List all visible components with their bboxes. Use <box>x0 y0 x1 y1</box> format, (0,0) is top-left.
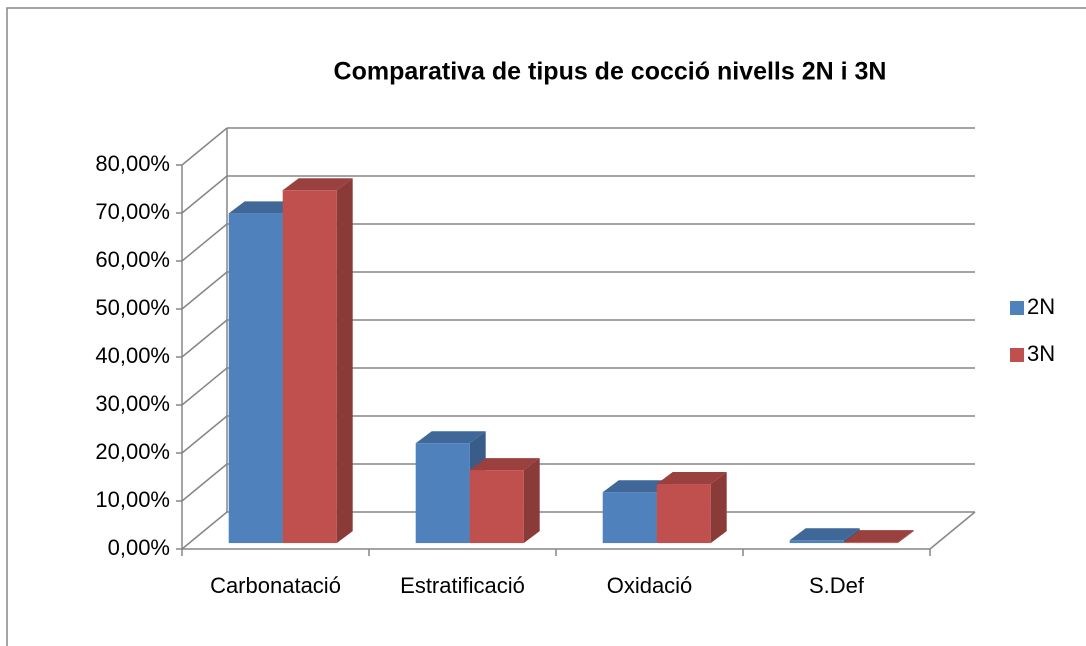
grid-line-side <box>181 271 228 310</box>
bar <box>228 213 283 544</box>
x-tick-label: Oxidació <box>607 573 693 598</box>
y-tick-label: 80,00% <box>95 151 170 176</box>
grid-line-side <box>181 367 228 406</box>
grid-line-side <box>181 175 228 214</box>
bar-side <box>710 472 727 544</box>
bar-side <box>523 458 540 544</box>
bar-top <box>789 528 860 541</box>
y-tick-label: 70,00% <box>95 199 170 224</box>
legend-label: 3N <box>1027 341 1055 366</box>
bar-top <box>469 458 540 471</box>
chart-title: Comparativa de tipus de cocció nivells 2… <box>334 58 887 86</box>
bar <box>843 542 898 544</box>
y-tick-label: 30,00% <box>95 391 170 416</box>
floor-right-edge <box>929 511 976 550</box>
legend-label: 2N <box>1027 294 1055 319</box>
grid-line-side <box>181 319 228 358</box>
bar-top <box>415 431 486 444</box>
bar-top <box>602 480 673 493</box>
grid-line-side <box>181 463 228 502</box>
bar-top <box>656 472 727 485</box>
bar <box>282 190 337 544</box>
y-tick-label: 10,00% <box>95 487 170 512</box>
bar-side <box>336 178 353 544</box>
x-tick-label: Estratificació <box>400 573 525 598</box>
bar <box>469 470 524 544</box>
y-tick-label: 50,00% <box>95 295 170 320</box>
grid-line-side <box>181 127 228 166</box>
y-tick-label: 0,00% <box>108 535 170 560</box>
bar <box>602 492 657 544</box>
bar <box>656 484 711 544</box>
bar-side <box>897 530 914 544</box>
y-tick-label: 40,00% <box>95 343 170 368</box>
chart-frame <box>6 7 1086 646</box>
grid-line-side <box>181 223 228 262</box>
bar <box>415 443 470 544</box>
legend-swatch <box>1010 301 1024 315</box>
legend-swatch <box>1010 348 1024 362</box>
bar-top <box>228 201 299 214</box>
y-tick-label: 20,00% <box>95 439 170 464</box>
x-tick-label: S.Def <box>809 573 865 598</box>
grid-line-side <box>181 415 228 454</box>
y-tick-label: 60,00% <box>95 247 170 272</box>
grid-line-side <box>181 511 228 550</box>
x-tick-label: Carbonatació <box>210 573 341 598</box>
bar-top <box>843 530 914 543</box>
bar <box>789 540 844 544</box>
bar-top <box>282 178 353 191</box>
